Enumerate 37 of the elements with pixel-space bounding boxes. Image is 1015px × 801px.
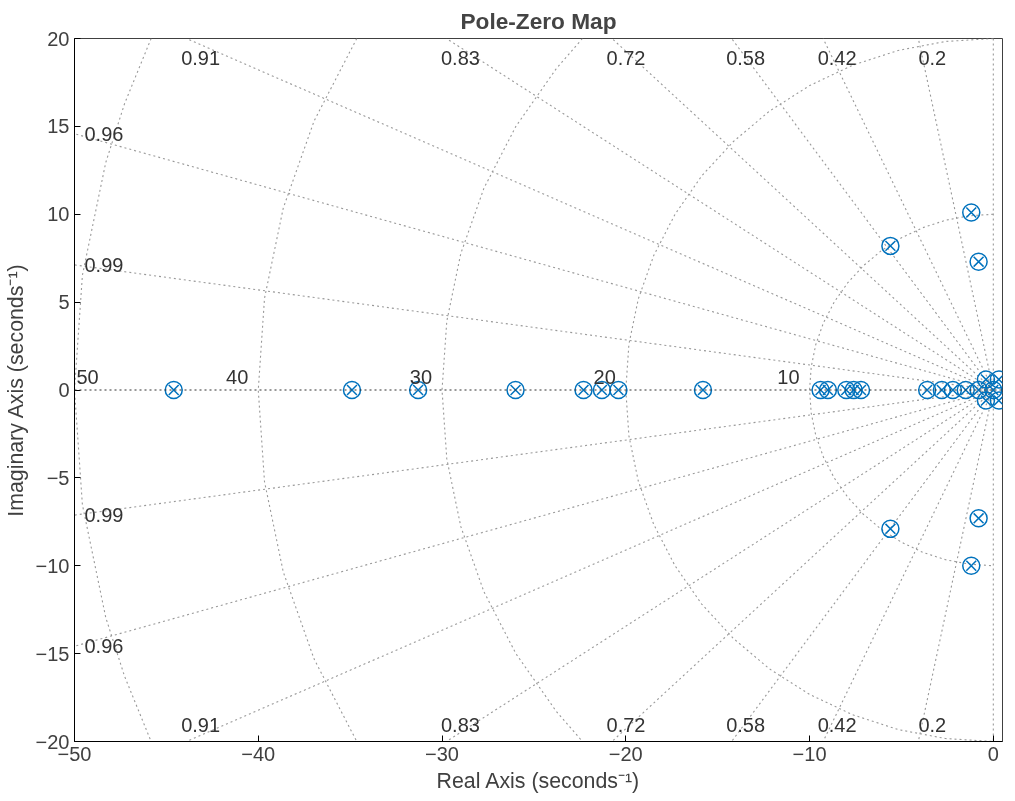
annotation: 0.72 <box>606 46 646 69</box>
annotation: 0.2 <box>918 713 947 736</box>
y-tick-label: 5 <box>58 291 70 314</box>
y-tick-label: 0 <box>58 379 70 401</box>
annotation: 0.99 <box>84 253 124 276</box>
chart-title: Pole-Zero Map <box>460 7 617 34</box>
x-tick-label: −20 <box>608 742 643 765</box>
annotation: 0.42 <box>817 46 857 69</box>
x-tick-label: 0 <box>987 742 999 765</box>
annotation: 0.96 <box>84 635 124 658</box>
annotation: 0.99 <box>84 504 124 527</box>
annotation: 0.96 <box>84 122 124 145</box>
y-tick-label: 20 <box>47 27 70 50</box>
y-tick-label: −15 <box>35 642 70 665</box>
annotation: 50 <box>76 366 99 388</box>
x-tick-label: −30 <box>425 742 459 765</box>
x-tick-label: −10 <box>792 742 827 765</box>
annotation: 0.91 <box>181 713 221 736</box>
x-axis-title: Real Axis (seconds⁻¹) <box>436 768 640 793</box>
y-axis-title: Imaginary Axis (seconds⁻¹) <box>3 264 28 517</box>
annotation: 0.42 <box>817 713 857 736</box>
annotation: 20 <box>593 366 616 388</box>
annotation: 10 <box>777 366 800 388</box>
annotation: 30 <box>409 366 433 388</box>
x-tick-label: −40 <box>241 742 276 765</box>
annotation: 0.83 <box>440 713 480 736</box>
y-tick-label: 10 <box>47 203 70 226</box>
y-tick-label: −10 <box>35 554 70 577</box>
annotation: 0.2 <box>918 46 947 69</box>
annotation: 0.58 <box>726 46 766 69</box>
annotation: 0.58 <box>726 713 766 736</box>
annotation: 0.72 <box>606 713 646 736</box>
annotation: 40 <box>226 366 249 388</box>
annotation: 0.83 <box>440 46 480 69</box>
y-tick-label: 15 <box>47 115 70 138</box>
annotation: 0.91 <box>181 46 221 69</box>
y-tick-label: −5 <box>46 466 70 489</box>
